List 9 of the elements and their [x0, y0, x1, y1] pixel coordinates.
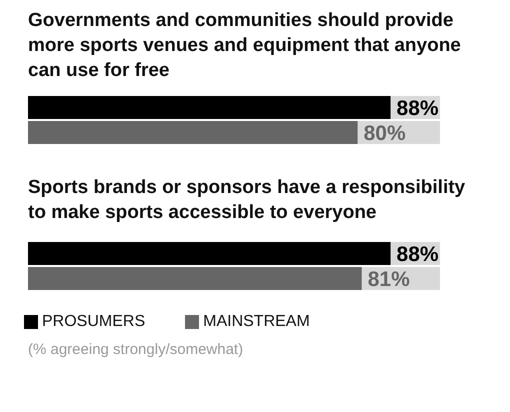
legend-label: PROSUMERS	[42, 313, 146, 330]
legend-label: MAINSTREAM	[203, 313, 310, 330]
data-label: 88%	[396, 97, 439, 120]
text: (% agreeing strongly/somewhat)	[27, 341, 244, 358]
chart-title: Sports brands or sponsors have a responsibility to make sports accessible to everyone	[27, 176, 466, 225]
data-label: 80%	[364, 122, 406, 146]
data-label: 88%	[396, 243, 439, 266]
data-label: 81%	[368, 268, 410, 292]
chart-title: Governments and communities should provide more sports venues and equipment that anyone can use for free	[27, 9, 462, 83]
